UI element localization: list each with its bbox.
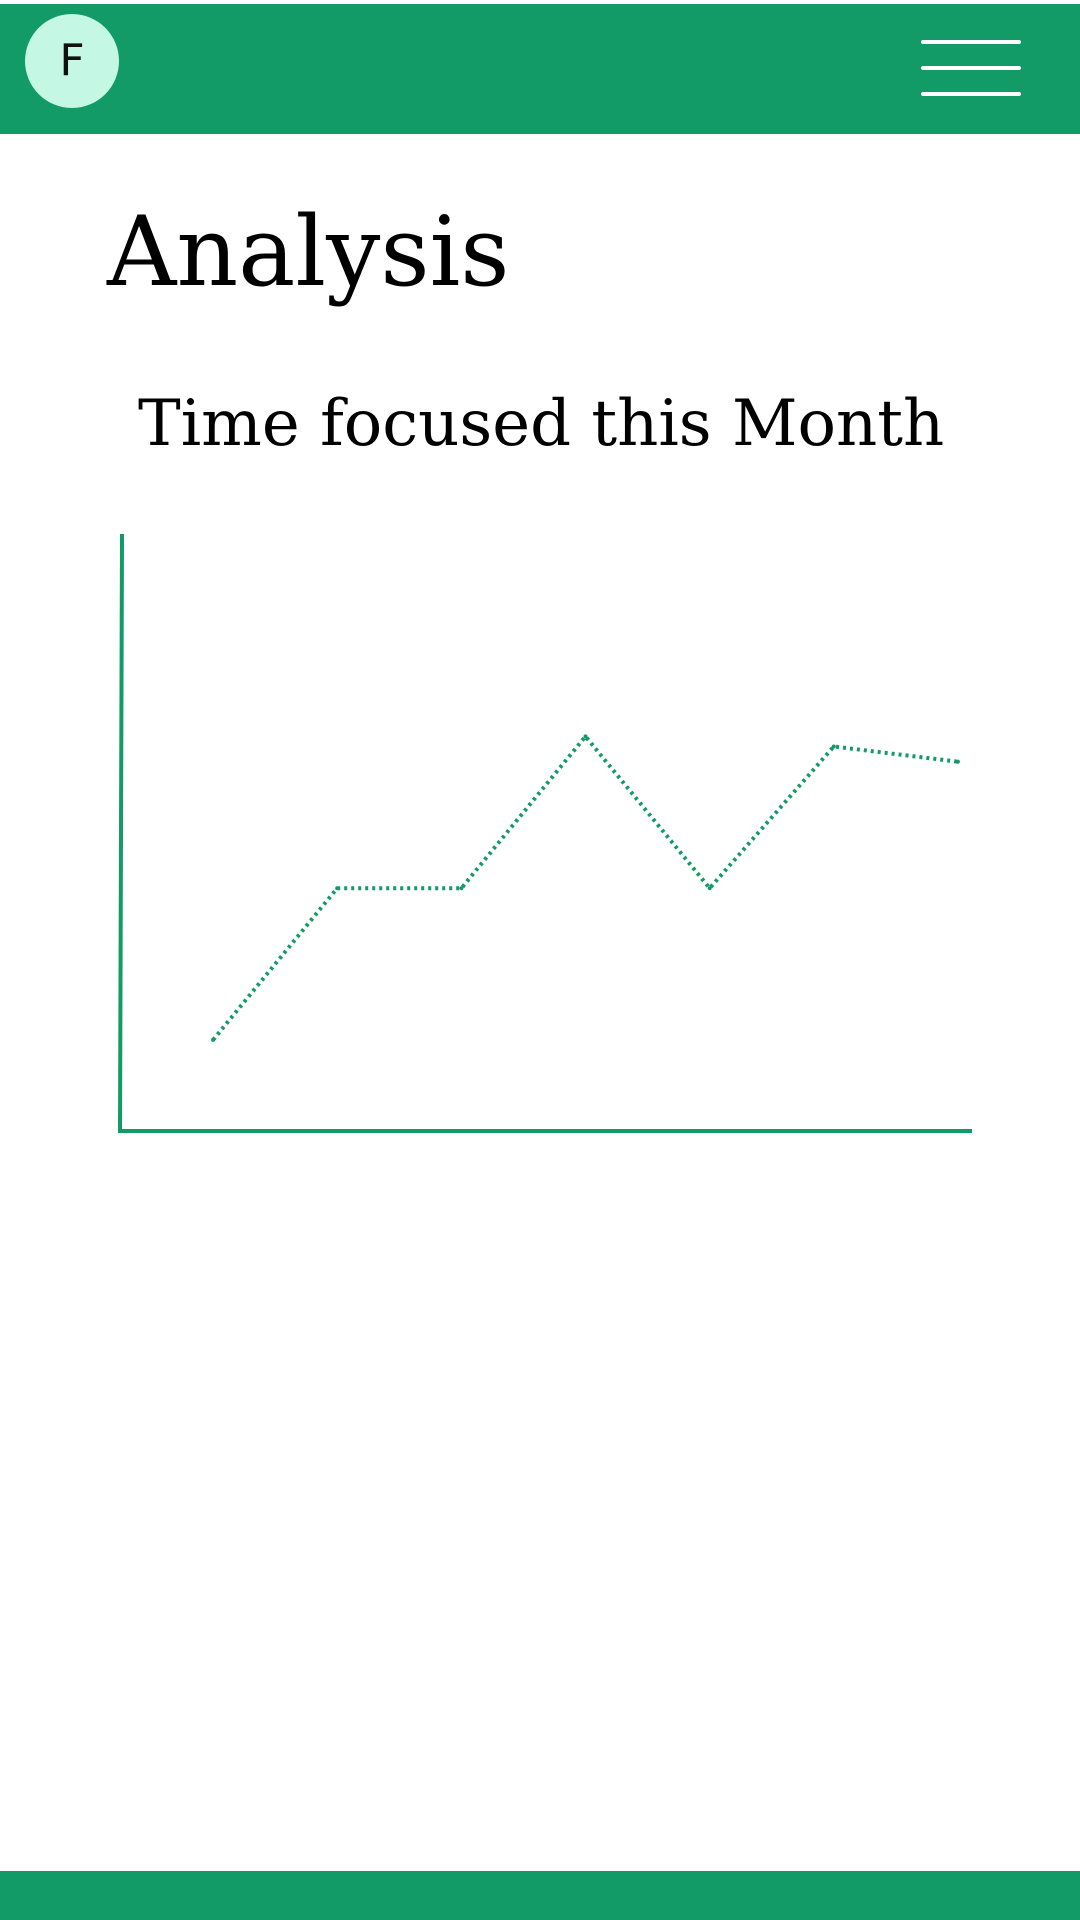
logo-letter: F: [59, 35, 85, 86]
menu-line-bottom: [921, 92, 1021, 96]
y-axis: [118, 533, 124, 1132]
data-point-4: [583, 734, 588, 739]
page-title: Analysis: [107, 196, 510, 308]
data-point-7: [955, 759, 960, 764]
data-point-1: [211, 1037, 216, 1042]
data-point-3: [459, 886, 464, 891]
series-line: [211, 734, 959, 1042]
data-point-2: [335, 886, 340, 891]
data-point-5: [707, 886, 712, 891]
chart-series: [211, 734, 960, 1042]
hamburger-menu-icon[interactable]: [918, 36, 1024, 106]
data-point-6: [831, 744, 836, 749]
menu-line-top: [921, 40, 1021, 44]
time-focused-chart: [118, 533, 972, 1133]
app-logo[interactable]: F: [25, 14, 119, 108]
chart-title: Time focused this Month: [138, 387, 945, 461]
bottom-bar: [0, 1871, 1080, 1920]
menu-line-middle: [921, 66, 1021, 70]
top-app-bar: F: [0, 4, 1080, 134]
